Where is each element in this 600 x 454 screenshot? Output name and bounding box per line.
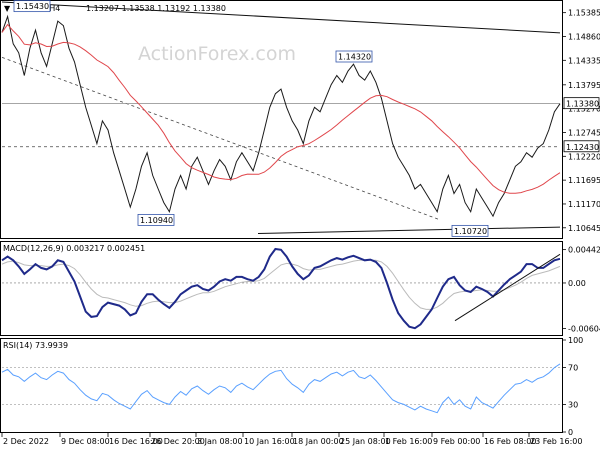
annotation-label: 1.10720: [454, 227, 487, 236]
price-y-tick-label: 1.11695: [568, 176, 600, 185]
x-tick-label: 16 Feb 08:00: [484, 437, 536, 446]
macd-panel-frame: [0, 241, 563, 336]
price-y-tick-label: 1.11170: [568, 200, 600, 209]
rsi-panel-frame: [0, 338, 563, 433]
rsi-y-tick-label: 70: [568, 364, 578, 373]
macd-y-tick-label: 0.00: [568, 279, 586, 288]
upper-trend-line: [1, 1, 561, 34]
axis-layer: 1.15385 1.14860 1.14335 1.13795 1.13270 1.127…: [1, 9, 600, 446]
rsi-layer: [1, 363, 561, 414]
price-y-tick-label: 1.14335: [568, 56, 600, 65]
price-y-tick-label: 1.13270: [568, 105, 600, 114]
price-y-tick-label: 1.13795: [568, 81, 600, 90]
x-tick-label: 2 Dec 2022: [3, 437, 49, 446]
price-panel-frame: [0, 0, 563, 239]
support-level-label: 1.12430: [566, 143, 599, 152]
rsi-y-tick-label: 30: [568, 400, 578, 409]
x-tick-label: 1 Feb 16:00: [385, 437, 432, 446]
x-tick-label: 3 Jan 08:00: [197, 437, 243, 446]
price-y-tick-label: 1.14860: [568, 32, 600, 41]
rsi-y-tick-label: 0: [568, 428, 573, 437]
header-arrow-icon: ▼: [4, 4, 11, 13]
support-level-label-box: [563, 140, 600, 153]
x-tick-label: 26 Dec 20:00: [151, 437, 205, 446]
x-tick-label: 10 Jan 16:00: [244, 437, 295, 446]
annotation-box: [13, 0, 51, 13]
macd-trend-line: [454, 253, 561, 322]
current-price-label-box: [563, 97, 600, 110]
annotation-label: 1.15430: [16, 2, 49, 11]
x-tick-label: 16 Dec 16:00: [109, 437, 163, 446]
price-y-tick-label: 1.15385: [568, 9, 600, 18]
moving-average-series: [1, 23, 561, 194]
macd-y-tick-label: -0.006044: [568, 325, 600, 334]
price-series: [1, 14, 561, 218]
header-values: 1.13207 1.13538 1.13192 1.13380: [86, 4, 226, 13]
watermark: ActionForex.com: [138, 43, 296, 65]
x-tick-label: 25 Jan 08:00: [340, 437, 391, 446]
annotation-label: 1.14320: [338, 53, 371, 62]
x-tick-label: 23 Feb 16:00: [530, 437, 582, 446]
price-y-tick-label: 1.12220: [568, 152, 600, 161]
annotation-box: [451, 224, 489, 237]
rsi-series: [1, 363, 561, 414]
price-y-tick-label: 1.12745: [568, 128, 600, 137]
macd-layer: [1, 247, 561, 330]
x-tick-label: 9 Feb 00:00: [433, 437, 480, 446]
dashed-trend-line: [1, 56, 441, 221]
macd-series: [1, 247, 561, 330]
macd-label: MACD(12,26,9) 0.003217 0.002451: [3, 244, 145, 253]
annotation-box: [335, 50, 373, 63]
price-y-tick-label: 1.10645: [568, 224, 600, 233]
macd-signal-series: [1, 259, 561, 310]
macd-y-tick-label: 0.004421: [568, 246, 600, 255]
x-tick-label: 9 Dec 08:00: [61, 437, 110, 446]
x-tick-label: 18 Jan 00:00: [293, 437, 344, 446]
current-price-label: 1.13380: [566, 100, 599, 109]
price-layer: 1.15430 1.10940 1.14320 1.10720: [1, 0, 561, 237]
lower-trend-line: [257, 226, 561, 234]
annotation-box: [137, 213, 175, 226]
rsi-y-tick-label: 100: [568, 336, 583, 345]
rsi-label: RSI(14) 73.9939: [3, 341, 68, 350]
annotation-label: 1.10940: [140, 216, 173, 225]
